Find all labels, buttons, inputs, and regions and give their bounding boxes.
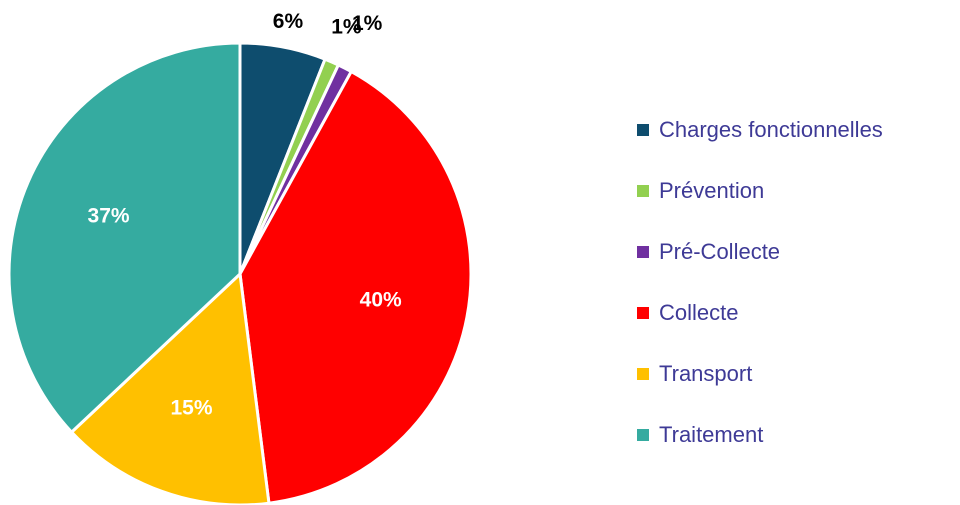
legend-label: Pré-Collecte bbox=[659, 239, 780, 264]
legend-swatch bbox=[637, 185, 649, 197]
legend-swatch bbox=[637, 246, 649, 258]
legend-swatch bbox=[637, 124, 649, 136]
data-label: 37% bbox=[88, 205, 130, 228]
data-label: 1% bbox=[331, 16, 362, 39]
legend-swatch bbox=[637, 307, 649, 319]
pie-slice bbox=[7, 41, 242, 435]
pie-slice bbox=[238, 69, 473, 505]
data-label: 6% bbox=[273, 10, 304, 33]
legend-swatch bbox=[637, 429, 649, 441]
legend-label: Charges fonctionnelles bbox=[659, 117, 883, 142]
legend-label: Prévention bbox=[659, 178, 764, 203]
data-label: 15% bbox=[170, 396, 212, 419]
legend-label: Collecte bbox=[659, 300, 738, 325]
legend-label: Transport bbox=[659, 361, 752, 386]
legend-swatch bbox=[637, 368, 649, 380]
legend-label: Traitement bbox=[659, 422, 763, 447]
data-label: 40% bbox=[360, 288, 402, 311]
data-label: 1% bbox=[352, 12, 383, 35]
